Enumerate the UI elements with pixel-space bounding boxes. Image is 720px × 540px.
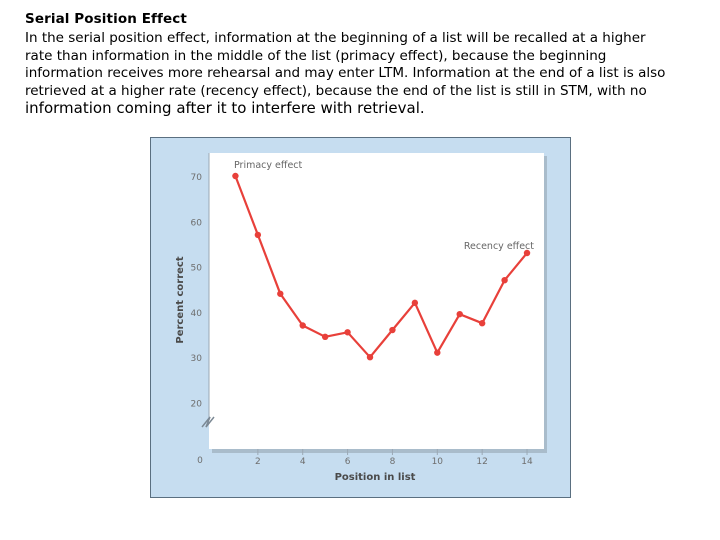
y-tick-label: 40 [191, 309, 203, 319]
data-point [232, 172, 239, 180]
data-point [366, 354, 374, 361]
data-point [523, 249, 531, 257]
data-point [411, 299, 419, 307]
plot-area [209, 153, 544, 449]
y-tick-label: 20 [191, 400, 203, 410]
serial-position-chart: 20 30 40 50 60 70 0 2 4 6 8 10 12 14 Position in list P… [150, 137, 571, 498]
y-axis-title: Percent correct [175, 256, 186, 344]
body-line: information receives more rehearsal and … [25, 65, 666, 81]
x-tick-label: 8 [390, 457, 396, 467]
y-tick-label: 30 [191, 354, 203, 364]
data-point [299, 322, 306, 329]
y-tick-label: 50 [191, 264, 203, 274]
data-point [277, 290, 284, 297]
x-tick-label: 6 [345, 457, 351, 467]
body-line: retrieved at a higher rate (recency effe… [25, 82, 647, 99]
data-point [434, 349, 441, 356]
y-tick-label: 70 [191, 173, 203, 183]
data-point [344, 329, 351, 336]
body-line-tail: information coming after it to interfere… [25, 99, 425, 117]
y-tick-label: 60 [191, 218, 203, 228]
axis-break-mark [201, 416, 215, 428]
x-tick-label: 14 [521, 457, 533, 467]
x-tick-label: 4 [300, 457, 306, 467]
x-tick-label: 12 [476, 457, 487, 467]
body-line: In the serial position effect, informati… [25, 30, 646, 46]
series-line [234, 175, 528, 359]
x-tick-label: 2 [255, 457, 261, 467]
x-tick-label: 10 [432, 457, 444, 467]
slide-body: In the serial position effect, informati… [25, 30, 710, 117]
chart-svg: 20 30 40 50 60 70 0 2 4 6 8 10 12 14 Position in list P… [150, 137, 571, 498]
data-point [456, 310, 463, 318]
data-point [478, 320, 486, 327]
primacy-annotation: Primacy effect [234, 160, 303, 171]
recency-annotation: Recency effect [464, 241, 534, 252]
data-point [389, 326, 396, 334]
data-point [321, 333, 329, 341]
data-point [501, 276, 508, 284]
body-line: rate than information in the middle of t… [25, 47, 607, 64]
x-axis-title: Position in list [335, 472, 416, 483]
data-point [254, 231, 262, 239]
origin-label: 0 [197, 456, 203, 466]
slide-title: Serial Position Effect [25, 11, 187, 27]
